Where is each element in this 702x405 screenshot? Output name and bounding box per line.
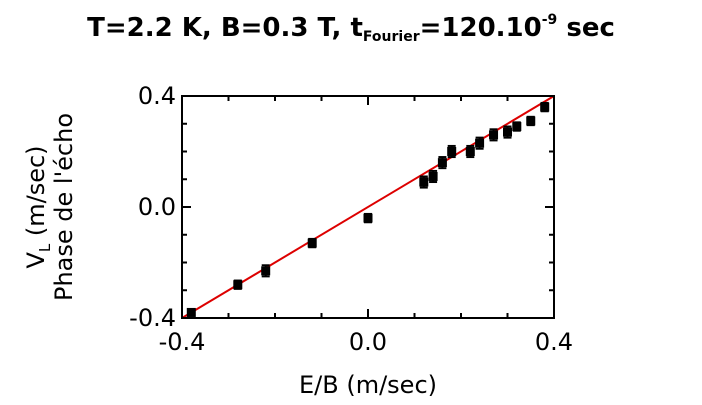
title-superscript: -9 [541, 12, 558, 28]
point-marker [307, 238, 317, 248]
chart-title: T=2.2 K, B=0.3 T, tFourier=120.10-9 sec [0, 12, 702, 45]
y-tick-label: 0.4 [138, 82, 176, 110]
data-points [186, 101, 550, 317]
data-point [465, 144, 475, 159]
data-point [233, 279, 243, 290]
point-marker [475, 138, 485, 148]
point-marker [437, 158, 447, 168]
y-label-unit: (m/sec) [22, 145, 50, 243]
data-point [307, 237, 317, 249]
data-point [419, 175, 429, 189]
plot-frame [181, 95, 555, 319]
y-tick-label: -0.4 [129, 304, 176, 332]
point-marker [447, 147, 457, 156]
data-point [447, 144, 457, 159]
point-marker [465, 147, 475, 156]
x-tick-label: -0.4 [159, 328, 206, 356]
y-axis-label-line2: Phase de l'écho [50, 113, 78, 301]
x-axis-label: E/B (m/sec) [299, 371, 437, 399]
point-marker [540, 102, 550, 112]
title-subscript: Fourier [362, 29, 420, 45]
data-point [540, 101, 550, 113]
data-point [261, 264, 271, 278]
title-mid: =120.10 [419, 13, 542, 43]
data-point [363, 212, 373, 224]
point-marker [489, 130, 499, 140]
data-point [186, 307, 196, 317]
point-marker [526, 116, 536, 126]
point-marker [233, 280, 243, 290]
data-point [503, 125, 512, 139]
data-point [437, 156, 447, 170]
data-point [489, 128, 499, 142]
point-marker [512, 122, 522, 132]
y-tick-label: 0.0 [138, 193, 176, 221]
data-point [526, 115, 536, 127]
title-prefix: T=2.2 K, B=0.3 T, t [87, 13, 363, 43]
y-axis-label: VL (m/sec) Phase de l'écho [22, 113, 78, 301]
x-tick-label: 0.0 [349, 328, 387, 356]
data-point [475, 136, 485, 150]
point-marker [419, 177, 429, 187]
x-tick-label: 0.4 [535, 328, 573, 356]
y-axis-label-line1: VL (m/sec) [22, 145, 54, 268]
point-marker [428, 171, 438, 181]
y-label-v: V [22, 252, 50, 269]
point-marker [261, 266, 271, 276]
tick-labels: -0.4 0.0 0.4 -0.4 0.0 0.4 [129, 82, 573, 356]
point-marker [503, 127, 512, 137]
data-point [428, 169, 438, 184]
title-suffix: sec [557, 13, 615, 43]
data-point [512, 121, 522, 132]
point-marker [363, 213, 373, 223]
point-marker [186, 307, 196, 317]
y-label-subscript: L [36, 243, 54, 252]
